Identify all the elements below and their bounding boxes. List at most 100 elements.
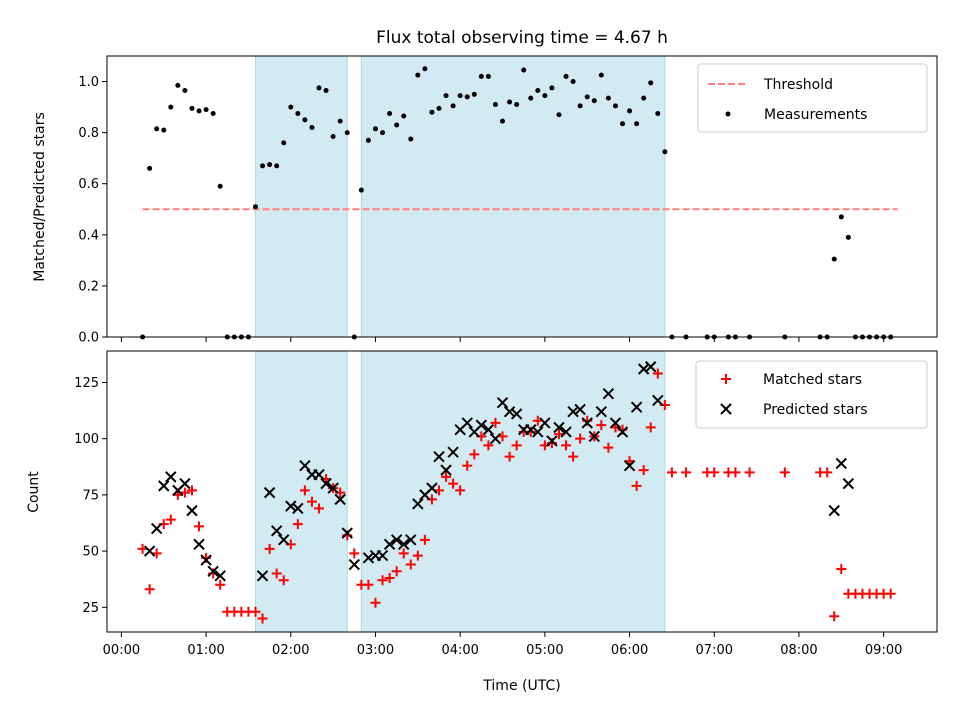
measurement-point — [182, 87, 188, 93]
matched-star-point — [568, 451, 579, 462]
matched-star-point — [666, 467, 677, 478]
matched-star-point — [511, 440, 522, 451]
matched-star-point — [384, 573, 395, 584]
matched-star-point — [144, 584, 155, 595]
measurement-point — [302, 117, 308, 123]
ratio-panel: Flux total observing time = 4.67 h 0.0 0.… — [32, 28, 938, 346]
legend-predicted-label: Predicted stars — [763, 402, 868, 418]
bottom-y-tick-label: 75 — [82, 488, 99, 503]
matched-star-point — [151, 548, 162, 559]
x-tick-label: 02:00 — [272, 643, 309, 658]
measurement-point — [189, 105, 195, 111]
legend-threshold-label: Threshold — [763, 77, 833, 93]
predicted-star-point — [835, 457, 848, 470]
measurement-point — [288, 104, 294, 110]
matched-star-point — [462, 460, 473, 471]
measurement-point — [401, 113, 407, 119]
top-y-tick-label: 0.8 — [78, 126, 99, 141]
measurement-point — [147, 165, 153, 171]
matched-star-point — [681, 467, 692, 478]
measurement-point — [605, 95, 611, 101]
bottom-y-tick-label: 50 — [82, 545, 99, 560]
top-y-tick-label: 1.0 — [78, 75, 99, 90]
predicted-star-point — [362, 552, 375, 564]
measurement-point — [563, 73, 569, 79]
matched-star-point — [419, 534, 430, 545]
measurement-point — [274, 163, 280, 169]
measurement-point — [514, 102, 520, 108]
predicted-star-point — [637, 363, 650, 375]
measurement-point — [838, 214, 844, 220]
measurement-point — [662, 149, 668, 155]
matched-star-point — [652, 368, 663, 379]
predicted-star-point — [828, 504, 840, 517]
matched-star-point — [575, 433, 586, 444]
legend-predicted-swatch — [720, 403, 732, 415]
x-tick-label: 07:00 — [696, 643, 733, 658]
matched-star-point — [264, 543, 275, 554]
matched-star-point — [299, 485, 310, 496]
predicted-star-point — [461, 417, 473, 429]
matched-star-point — [257, 613, 268, 624]
measurement-point — [492, 102, 498, 108]
x-tick-label: 01:00 — [187, 643, 224, 658]
top-y-axis-label: Matched/Predicted stars — [32, 112, 48, 282]
predicted-star-point — [327, 482, 339, 494]
matched-star-point — [822, 467, 833, 478]
matched-star-point — [631, 480, 642, 491]
bottom-y-tick-label: 125 — [74, 376, 99, 391]
measurement-point — [372, 126, 378, 132]
predicted-star-point — [440, 464, 452, 476]
matched-star-point — [165, 514, 176, 525]
matched-star-point — [483, 440, 494, 451]
measurement-point — [528, 95, 534, 101]
measurement-point — [161, 127, 167, 133]
matched-star-point — [490, 417, 501, 428]
measurement-point — [196, 108, 202, 114]
matched-star-point — [412, 550, 423, 561]
matched-star-point — [779, 467, 790, 478]
matched-star-point — [645, 422, 656, 433]
predicted-star-point — [412, 498, 424, 510]
shaded-interval — [254, 55, 348, 338]
matched-star-point — [179, 487, 190, 498]
measurement-point — [175, 82, 181, 88]
measurement-point — [295, 110, 301, 116]
predicted-star-point — [143, 545, 156, 557]
matched-star-point — [448, 478, 459, 489]
measurement-point — [591, 98, 597, 104]
predicted-star-point — [616, 426, 629, 438]
predicted-star-point — [348, 558, 361, 571]
measurement-point — [845, 234, 851, 240]
measurement-point — [521, 67, 527, 73]
predicted-star-point — [496, 396, 509, 409]
x-tick-label: 00:00 — [103, 643, 140, 658]
predicted-star-point — [489, 432, 502, 445]
matched-star-point — [186, 485, 197, 496]
predicted-star-point — [433, 450, 445, 463]
predicted-star-point — [595, 405, 608, 418]
top-y-tick-label: 0.0 — [78, 331, 99, 346]
x-tick-label: 09:00 — [865, 643, 902, 658]
measurement-point — [168, 104, 174, 110]
measurement-point — [627, 108, 633, 114]
predicted-star-point — [623, 459, 636, 472]
measurement-point — [210, 110, 216, 116]
measurement-point — [507, 99, 513, 105]
measurement-point — [478, 73, 484, 79]
matched-star-point — [504, 451, 515, 462]
predicted-star-point — [510, 408, 523, 420]
predicted-star-point — [165, 471, 177, 483]
predicted-star-point — [207, 565, 219, 578]
measurement-point — [358, 187, 364, 193]
measurement-point — [577, 103, 583, 109]
predicted-star-point — [447, 446, 459, 458]
predicted-star-point — [179, 477, 191, 490]
measurement-point — [252, 204, 258, 210]
predicted-star-point — [560, 426, 572, 438]
x-tick-label: 04:00 — [441, 643, 478, 658]
measurement-point — [330, 133, 336, 139]
predicted-star-point — [539, 417, 551, 429]
predicted-star-point — [553, 421, 565, 434]
